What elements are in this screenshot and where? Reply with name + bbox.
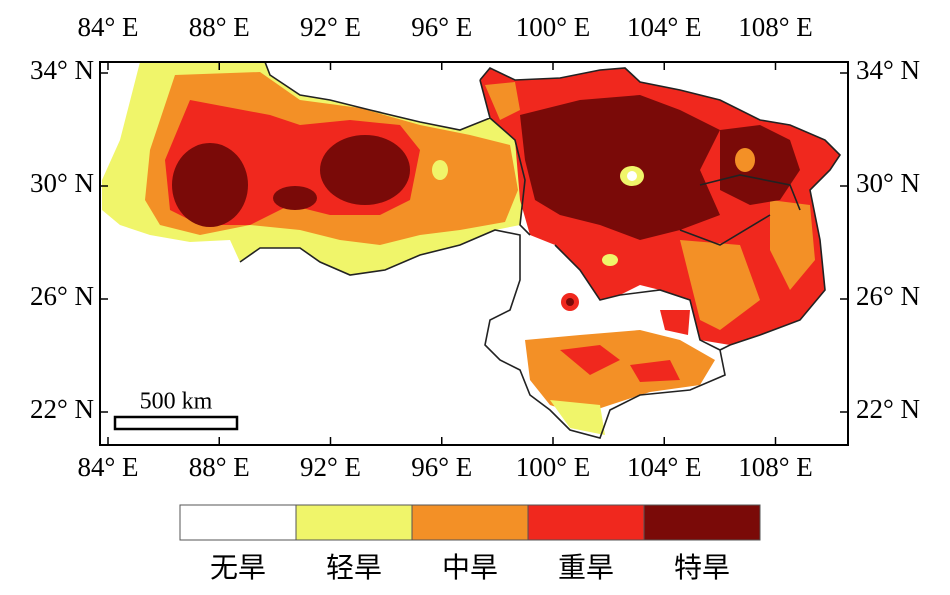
legend-label: 重旱 [558,551,614,584]
map-frame [99,61,849,446]
x-tick-label: 96° E [411,452,472,482]
scale-bar-label: 500 km [140,389,213,415]
x-tick-label: 96° E [411,12,472,42]
scale-bar [113,415,239,431]
legend-swatch [527,504,645,541]
y-tick-label: 26° N [30,281,94,311]
y-tick-label: 30° N [30,168,94,198]
y-tick-label: 22° N [856,394,920,424]
x-tick-label: 92° E [300,12,361,42]
legend-swatch [295,504,413,541]
y-tick-label: 30° N [856,168,920,198]
legend-swatch [411,504,529,541]
x-tick-label: 100° E [516,452,591,482]
x-tick-label: 88° E [189,12,250,42]
legend-swatch [179,504,297,541]
drought-map [102,62,842,439]
x-tick-label: 100° E [516,12,591,42]
legend-label: 无旱 [210,551,266,584]
x-tick-label: 104° E [627,452,702,482]
x-tick-label: 108° E [738,12,813,42]
y-tick-label: 26° N [856,281,920,311]
x-tick-label: 84° E [77,452,138,482]
x-tick-label: 84° E [77,12,138,42]
y-tick-label: 34° N [856,55,920,85]
x-tick-label: 88° E [189,452,250,482]
legend-label: 特旱 [674,551,730,584]
y-tick-label: 34° N [30,55,94,85]
x-tick-label: 108° E [738,452,813,482]
legend-swatch [643,504,761,541]
x-tick-label: 104° E [627,12,702,42]
x-tick-label: 92° E [300,452,361,482]
legend-label: 中旱 [442,551,498,584]
legend: 无旱 轻旱 中旱 重旱 特旱 [179,504,761,584]
legend-label: 轻旱 [326,551,382,584]
y-tick-label: 22° N [30,394,94,424]
